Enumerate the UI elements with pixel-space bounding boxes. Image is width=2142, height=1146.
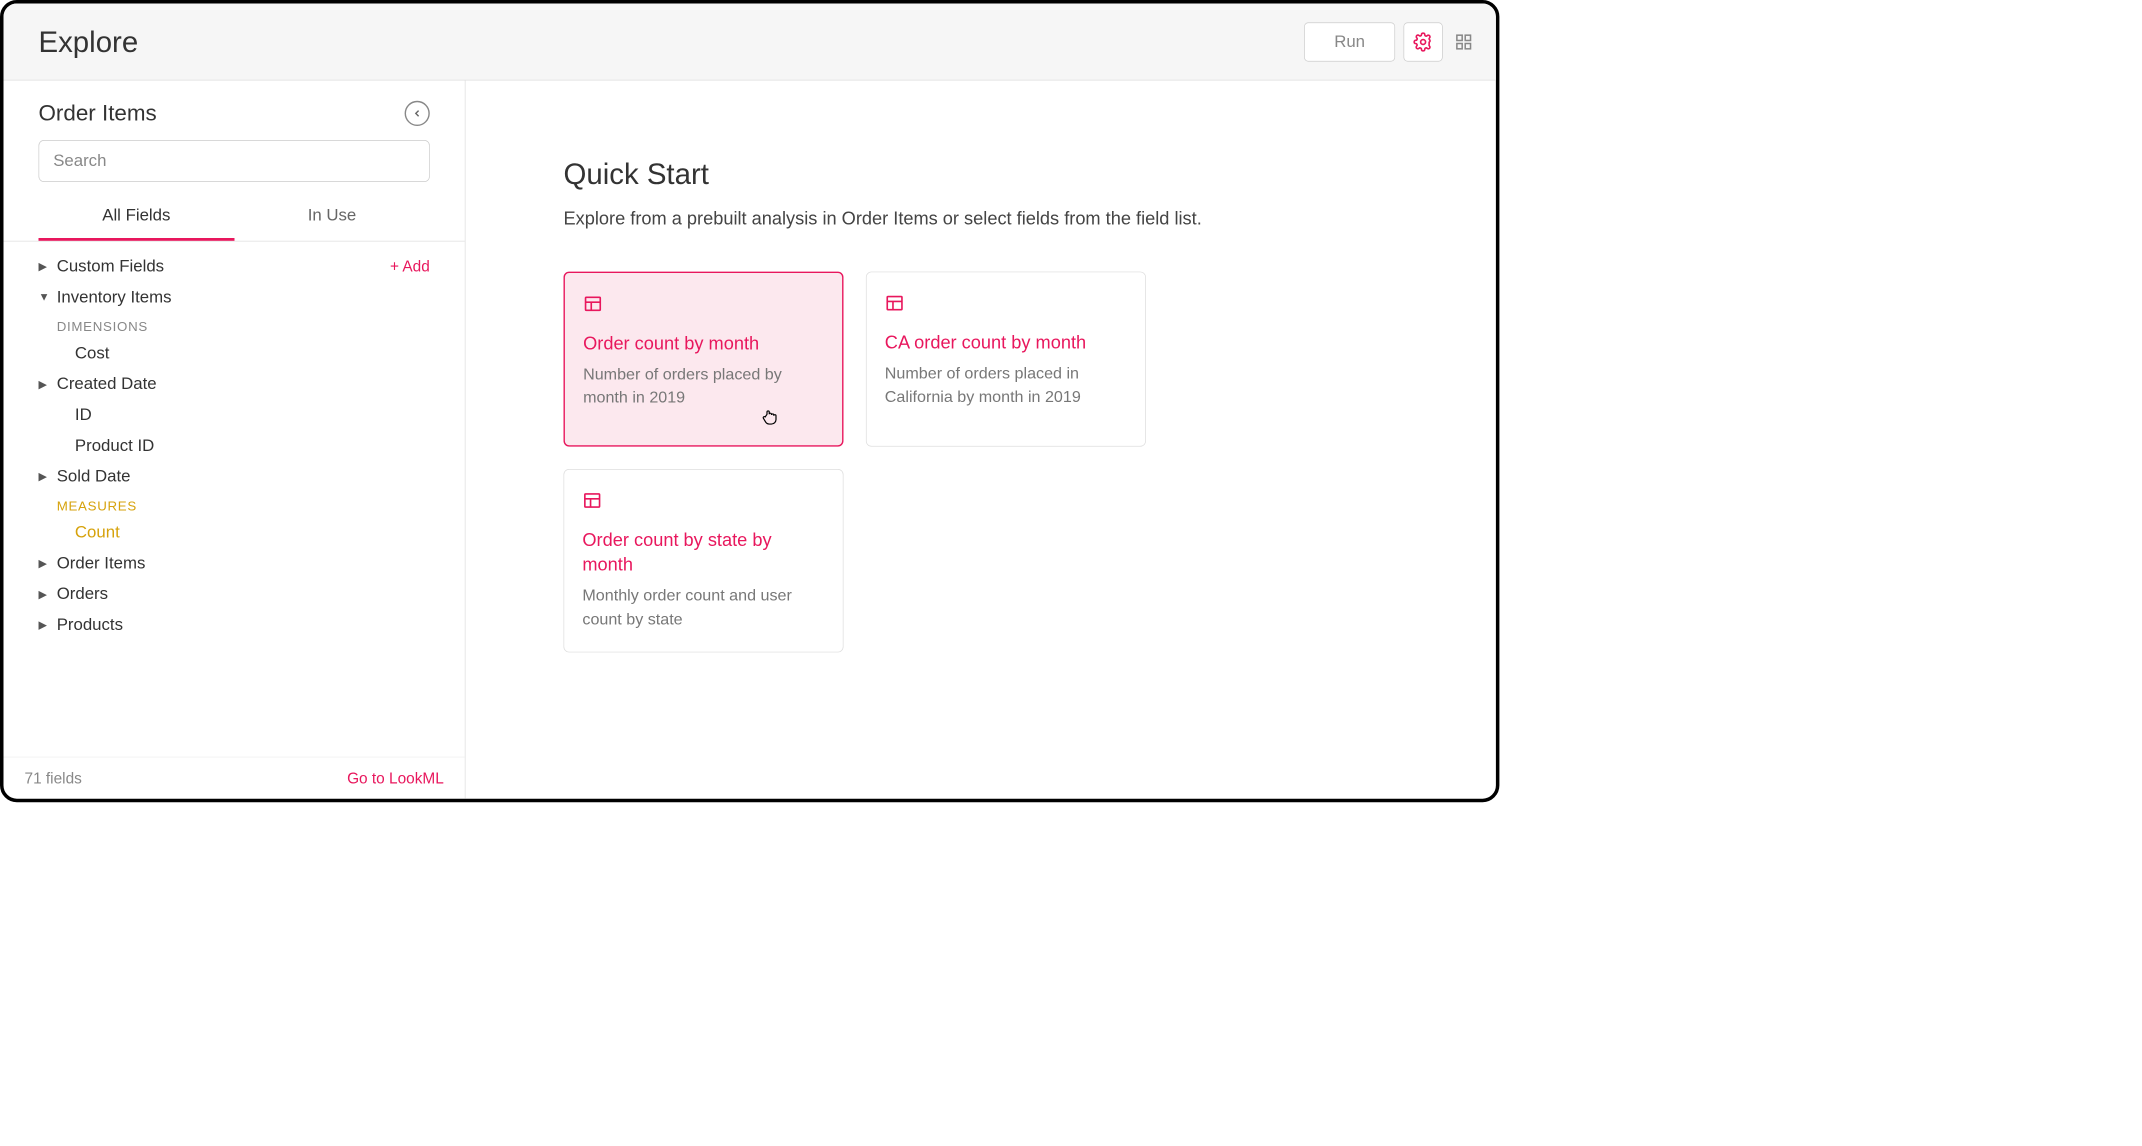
- sidebar-footer: 71 fields Go to LookML: [4, 757, 465, 799]
- tab-all-fields[interactable]: All Fields: [39, 193, 235, 241]
- sidebar-header: Order Items: [4, 81, 465, 136]
- measures-heading: MEASURES: [39, 492, 430, 517]
- field-label: Created Date: [57, 375, 430, 395]
- field-label: Cost: [57, 344, 430, 364]
- body: Order Items All Fields In Use ▶ Custom F…: [4, 81, 1496, 799]
- card-desc: Number of orders placed in California by…: [885, 362, 1127, 409]
- search-input[interactable]: [39, 140, 430, 182]
- quick-start-title: Quick Start: [564, 158, 1440, 192]
- caret-right-icon: ▶: [39, 260, 57, 274]
- chevron-left-icon: [412, 107, 423, 118]
- add-custom-field-link[interactable]: + Add: [390, 258, 430, 276]
- go-to-lookml-link[interactable]: Go to LookML: [347, 769, 444, 787]
- gear-icon: [1413, 32, 1433, 52]
- explore-name: Order Items: [39, 100, 405, 126]
- dashboard-grid-button[interactable]: [1451, 29, 1476, 54]
- caret-right-icon: ▶: [39, 557, 57, 571]
- field-label: Count: [57, 523, 430, 543]
- field-label: Product ID: [57, 436, 430, 456]
- field-id[interactable]: ID: [39, 400, 430, 431]
- table-icon: [582, 491, 824, 514]
- header-bar: Explore Run: [4, 4, 1496, 81]
- group-label: Orders: [57, 585, 430, 605]
- field-created-date[interactable]: ▶ Created Date: [39, 369, 430, 400]
- main-panel: Quick Start Explore from a prebuilt anal…: [466, 81, 1496, 799]
- grid-icon: [1455, 33, 1473, 51]
- caret-right-icon: ▶: [39, 377, 57, 391]
- settings-button[interactable]: [1404, 22, 1443, 61]
- quick-start-cards: Order count by month Number of orders pl…: [564, 272, 1440, 653]
- quick-start-card[interactable]: Order count by state by month Monthly or…: [564, 469, 844, 652]
- field-picker-sidebar: Order Items All Fields In Use ▶ Custom F…: [4, 81, 466, 799]
- field-tree: ▶ Custom Fields + Add ▼ Inventory Items …: [4, 242, 465, 757]
- field-label: Sold Date: [57, 467, 430, 487]
- search-wrap: [4, 136, 465, 193]
- dimensions-heading: DIMENSIONS: [39, 313, 430, 338]
- field-count[interactable]: Count: [39, 517, 430, 548]
- field-product-id[interactable]: Product ID: [39, 431, 430, 462]
- group-label: Order Items: [57, 554, 430, 574]
- table-icon: [583, 294, 824, 317]
- group-inventory-items[interactable]: ▼ Inventory Items: [39, 282, 430, 313]
- collapse-sidebar-button[interactable]: [405, 100, 430, 125]
- quick-start-subtitle: Explore from a prebuilt analysis in Orde…: [564, 208, 1440, 230]
- caret-right-icon: ▶: [39, 470, 57, 484]
- quick-start-card[interactable]: CA order count by month Number of orders…: [866, 272, 1146, 447]
- page-title: Explore: [39, 25, 1305, 59]
- app-window: Explore Run Order Items: [0, 0, 1499, 802]
- run-button[interactable]: Run: [1304, 22, 1395, 61]
- caret-right-icon: ▶: [39, 587, 57, 601]
- group-label: Products: [57, 615, 430, 635]
- group-order-items[interactable]: ▶ Order Items: [39, 548, 430, 579]
- card-desc: Number of orders placed by month in 2019: [583, 363, 824, 410]
- group-orders[interactable]: ▶ Orders: [39, 579, 430, 610]
- group-label: Inventory Items: [57, 288, 430, 308]
- field-label: ID: [57, 405, 430, 425]
- card-desc: Monthly order count and user count by st…: [582, 584, 824, 631]
- card-title: CA order count by month: [885, 330, 1127, 355]
- table-icon: [885, 293, 1127, 316]
- quick-start-card[interactable]: Order count by month Number of orders pl…: [564, 272, 844, 447]
- group-products[interactable]: ▶ Products: [39, 610, 430, 641]
- tab-in-use[interactable]: In Use: [234, 193, 430, 241]
- field-cost[interactable]: Cost: [39, 338, 430, 369]
- caret-down-icon: ▼: [39, 291, 57, 304]
- field-tabs: All Fields In Use: [4, 193, 465, 241]
- field-count: 71 fields: [25, 769, 348, 787]
- field-sold-date[interactable]: ▶ Sold Date: [39, 461, 430, 492]
- group-custom-fields[interactable]: ▶ Custom Fields + Add: [39, 251, 430, 282]
- caret-right-icon: ▶: [39, 618, 57, 632]
- card-title: Order count by state by month: [582, 528, 824, 577]
- group-label: Custom Fields: [57, 257, 390, 277]
- card-title: Order count by month: [583, 331, 824, 356]
